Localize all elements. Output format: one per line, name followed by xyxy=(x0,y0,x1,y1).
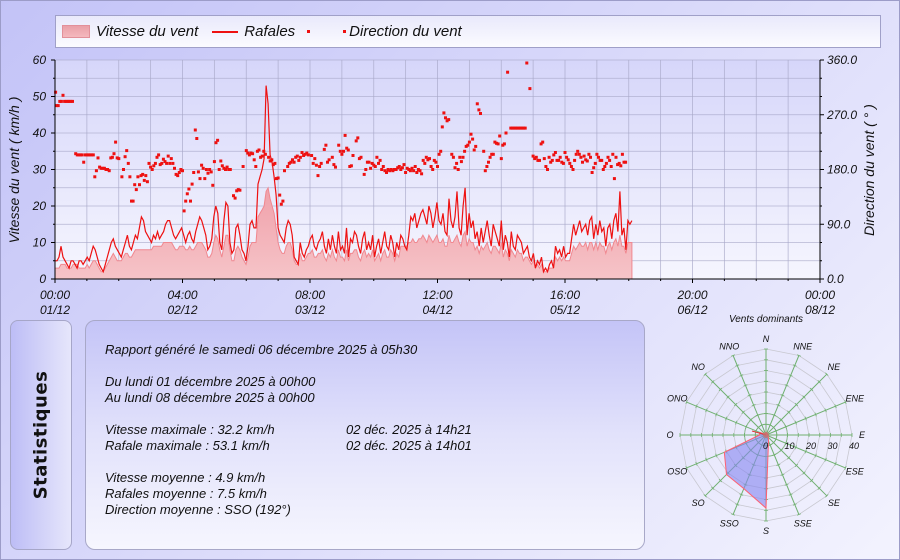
svg-text:01/12: 01/12 xyxy=(40,303,70,317)
max-speed-text: Vitesse maximale : 32.2 km/h xyxy=(105,422,275,437)
y2-axis-label: Direction du vent ( ° ) xyxy=(861,104,877,236)
svg-text:90.0: 90.0 xyxy=(827,217,851,231)
gust-line xyxy=(55,85,633,274)
chart-legend: Vitesse du vent Rafales Direction du ven… xyxy=(55,15,881,48)
wind-chart: 0 10 20 30 40 50 60 0.0 90.0 180.0 270.0 360.0 00:00… xyxy=(6,53,877,317)
svg-text:30: 30 xyxy=(828,441,838,451)
svg-text:360.0: 360.0 xyxy=(827,53,857,67)
svg-text:NNE: NNE xyxy=(793,341,813,351)
svg-text:SSE: SSE xyxy=(794,519,813,529)
legend-item-wind-speed: Vitesse du vent xyxy=(56,23,198,40)
legend-label-wind-speed: Vitesse du vent xyxy=(96,23,199,40)
svg-text:270.0: 270.0 xyxy=(826,108,857,122)
period-from-text: Du lundi 01 décembre 2025 à 00h00 xyxy=(105,374,316,389)
svg-text:10: 10 xyxy=(33,236,47,250)
svg-text:30: 30 xyxy=(33,163,47,177)
legend-item-direction: Direction du vent xyxy=(343,23,462,40)
avg-speed-text: Vitesse moyenne : 4.9 km/h xyxy=(105,470,266,485)
svg-text:20:00: 20:00 xyxy=(676,288,707,302)
svg-text:NNO: NNO xyxy=(719,341,739,351)
svg-text:00:00: 00:00 xyxy=(805,288,835,302)
svg-text:20: 20 xyxy=(32,199,47,213)
max-speed-date: 02 déc. 2025 à 14h21 xyxy=(346,422,472,437)
legend-label-direction: Direction du vent xyxy=(349,23,462,40)
svg-text:180.0: 180.0 xyxy=(827,163,857,177)
statistics-tab-label: Statistiques xyxy=(30,370,52,500)
y-axis-label: Vitesse du vent ( km/h ) xyxy=(6,97,22,244)
svg-text:40: 40 xyxy=(849,441,859,451)
legend-label-gusts: Rafales xyxy=(244,23,296,40)
svg-text:40: 40 xyxy=(33,126,47,140)
svg-text:08:00: 08:00 xyxy=(295,288,325,302)
svg-text:04:00: 04:00 xyxy=(167,288,197,302)
statistics-panel: Rapport généré le samedi 06 décembre 202… xyxy=(85,320,645,550)
period-to-text: Au lundi 08 décembre 2025 à 00h00 xyxy=(105,390,315,405)
svg-text:05/12: 05/12 xyxy=(550,303,580,317)
statistics-tab: Statistiques xyxy=(10,320,72,550)
chart-axes: 0 10 20 30 40 50 60 0.0 90.0 180.0 270.0 360.0 00:00… xyxy=(32,53,858,317)
svg-text:0: 0 xyxy=(763,441,768,451)
svg-text:N: N xyxy=(763,334,770,344)
direction-scatter xyxy=(54,61,628,213)
wind-rose-chart: Vents dominants N NNE NE ENE E ESE SE SSE S SSO SO… xyxy=(666,314,866,536)
dot-swatch-icon xyxy=(343,30,347,33)
wind-rose-title: Vents dominants xyxy=(729,314,803,325)
wind-speed-area xyxy=(54,186,633,280)
svg-text:12:00: 12:00 xyxy=(422,288,452,302)
svg-text:ENE: ENE xyxy=(845,393,865,403)
svg-text:S: S xyxy=(763,526,769,536)
svg-text:03/12: 03/12 xyxy=(295,303,325,317)
svg-text:00:00: 00:00 xyxy=(40,288,70,302)
legend-item-gusts: Rafales xyxy=(210,23,334,40)
report-generated-text: Rapport généré le samedi 06 décembre 202… xyxy=(105,342,418,357)
svg-text:SE: SE xyxy=(828,498,841,508)
avg-direction-text: Direction moyenne : SSO (192°) xyxy=(105,502,291,517)
area-swatch-icon xyxy=(62,25,90,38)
svg-text:20: 20 xyxy=(805,441,816,451)
svg-text:04/12: 04/12 xyxy=(422,303,452,317)
svg-text:0: 0 xyxy=(39,272,46,286)
svg-text:SO: SO xyxy=(692,498,705,508)
svg-text:OSO: OSO xyxy=(667,467,687,477)
svg-text:NE: NE xyxy=(828,362,841,372)
svg-text:E: E xyxy=(859,430,866,440)
svg-text:50: 50 xyxy=(33,90,47,104)
max-gust-date: 02 déc. 2025 à 14h01 xyxy=(346,438,472,453)
svg-text:ONO: ONO xyxy=(667,393,688,403)
line-swatch-icon xyxy=(212,30,239,33)
svg-text:06/12: 06/12 xyxy=(677,303,707,317)
avg-gust-text: Rafales moyenne : 7.5 km/h xyxy=(105,486,267,501)
wind-rose: N NNE NE ENE E ESE SE SSE S SSO SO OSO O ONO NO NNO 0 10 2… xyxy=(666,334,866,536)
svg-text:O: O xyxy=(666,430,673,440)
svg-text:08/12: 08/12 xyxy=(805,303,835,317)
svg-text:60: 60 xyxy=(33,53,47,67)
max-gust-text: Rafale maximale : 53.1 km/h xyxy=(105,438,270,453)
svg-text:0.0: 0.0 xyxy=(827,272,844,286)
svg-text:10: 10 xyxy=(785,441,795,451)
svg-text:NO: NO xyxy=(691,362,705,372)
svg-text:SSO: SSO xyxy=(720,519,739,529)
svg-text:02/12: 02/12 xyxy=(167,303,197,317)
grid-lines xyxy=(54,59,821,280)
svg-text:ESE: ESE xyxy=(846,467,865,477)
dot-swatch-icon xyxy=(307,30,311,33)
svg-text:16:00: 16:00 xyxy=(550,288,580,302)
